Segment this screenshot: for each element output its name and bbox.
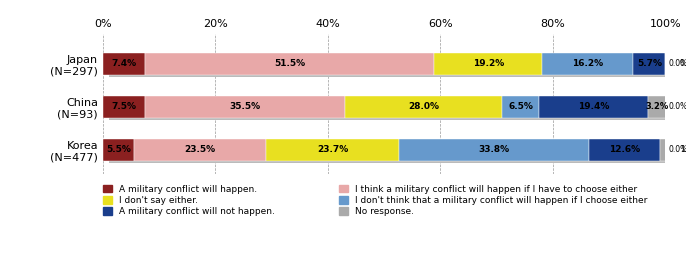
Bar	[108, 142, 139, 163]
Bar	[145, 96, 345, 118]
Bar	[139, 142, 272, 163]
Text: 23.7%: 23.7%	[317, 145, 348, 154]
Bar	[633, 53, 665, 74]
Bar	[502, 96, 539, 118]
Bar	[134, 139, 266, 161]
Text: 1.0%: 1.0%	[680, 145, 686, 154]
Text: 16.2%: 16.2%	[572, 59, 604, 68]
Bar	[145, 53, 434, 74]
Text: 5.5%: 5.5%	[106, 145, 131, 154]
Bar	[589, 139, 661, 161]
Bar	[639, 55, 671, 77]
Text: 0.0%: 0.0%	[679, 59, 686, 68]
Text: 0.0%: 0.0%	[669, 102, 686, 111]
Text: 7.4%: 7.4%	[111, 59, 137, 68]
Bar	[539, 96, 648, 118]
Bar	[545, 99, 654, 120]
Text: 3.2%: 3.2%	[646, 102, 669, 111]
Text: 23.5%: 23.5%	[185, 145, 215, 154]
Bar	[108, 99, 151, 120]
Text: 19.2%: 19.2%	[473, 59, 504, 68]
Text: 5.7%: 5.7%	[637, 59, 662, 68]
Text: 35.5%: 35.5%	[229, 102, 261, 111]
Bar	[666, 142, 672, 163]
Bar	[108, 55, 150, 77]
Bar	[351, 99, 508, 120]
Bar	[272, 142, 405, 163]
Bar	[103, 96, 145, 118]
Bar	[648, 96, 666, 118]
Text: 6.5%: 6.5%	[508, 102, 533, 111]
Bar	[150, 55, 440, 77]
Text: 7.5%: 7.5%	[112, 102, 137, 111]
Text: 0.0%: 0.0%	[668, 59, 686, 68]
Bar	[440, 55, 548, 77]
Bar	[405, 142, 595, 163]
Bar	[661, 139, 666, 161]
Text: 51.5%: 51.5%	[274, 59, 305, 68]
Legend: I think a military conflict will happen if I have to choose either, I don't thin: I think a military conflict will happen …	[339, 185, 648, 216]
Bar	[399, 139, 589, 161]
Text: 19.4%: 19.4%	[578, 102, 609, 111]
Bar	[151, 99, 351, 120]
Text: 0.0%: 0.0%	[669, 145, 686, 154]
Text: 28.0%: 28.0%	[408, 102, 439, 111]
Bar	[345, 96, 502, 118]
Bar	[654, 99, 672, 120]
Text: 12.6%: 12.6%	[609, 145, 641, 154]
Bar	[266, 139, 399, 161]
Bar	[434, 53, 542, 74]
Bar	[508, 99, 545, 120]
Bar	[103, 53, 145, 74]
Bar	[542, 53, 633, 74]
Bar	[548, 55, 639, 77]
Bar	[595, 142, 666, 163]
Bar	[103, 139, 134, 161]
Text: 33.8%: 33.8%	[479, 145, 510, 154]
